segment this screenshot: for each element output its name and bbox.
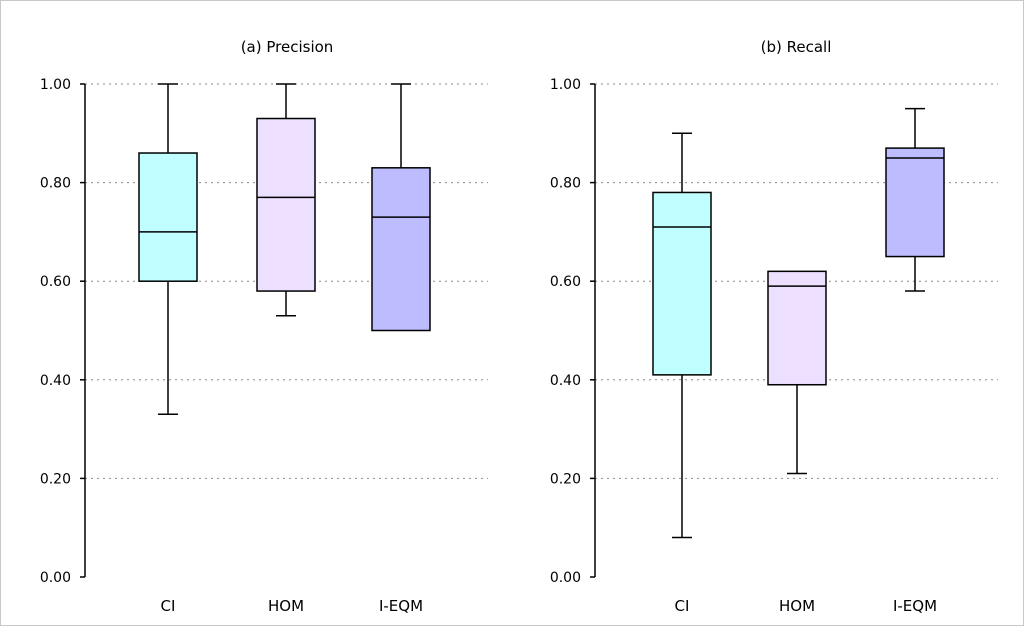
iqr-box [256,117,316,292]
recall-panel: (b) Recall 0.00 0.20 0.40 0.60 0.80 1.00 CI HOM… [550,38,998,615]
category-label: I-EQM [379,597,423,615]
recall-title: (b) Recall [761,38,832,56]
category-label: HOM [268,597,304,615]
category-label: HOM [779,597,815,615]
iqr-box [767,270,827,386]
y-tick-label: 0.00 [40,570,71,586]
y-tick-label: 0.80 [40,176,71,192]
y-tick-label: 0.40 [550,373,581,389]
iqr-box [885,147,945,258]
precision-title: (a) Precision [241,38,334,56]
box-i-eqm [371,83,431,332]
y-tick-label: 0.80 [550,176,581,192]
y-tick-label: 0.40 [40,373,71,389]
category-label: CI [161,597,176,615]
category-label: I-EQM [893,597,937,615]
box-ci [138,83,198,416]
category-label: CI [675,597,690,615]
y-tick-label: 0.20 [550,471,581,487]
y-tick-label: 1.00 [40,77,71,93]
box-ci [652,132,712,539]
y-tick-label: 1.00 [550,77,581,93]
iqr-box [371,167,431,332]
precision-panel: (a) Precision 0.00 0.20 0.40 0.60 0.80 1.00 CI… [40,38,488,615]
y-tick-label: 0.60 [40,274,71,290]
box-hom [767,270,827,475]
box-hom [256,83,316,317]
box-i-eqm [885,107,945,292]
y-tick-label: 0.60 [550,274,581,290]
y-tick-label: 0.20 [40,471,71,487]
iqr-box [138,152,198,282]
y-tick-label: 0.00 [550,570,581,586]
iqr-box [652,191,712,376]
